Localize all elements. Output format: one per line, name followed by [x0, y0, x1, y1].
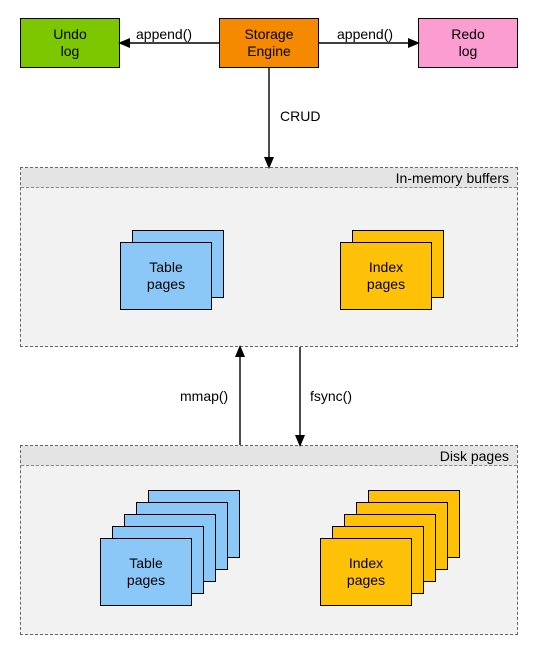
disk-title-bar: Disk pages [21, 446, 517, 466]
mem-index-pages-label: Indexpages [341, 259, 431, 293]
disk-title: Disk pages [440, 448, 509, 464]
edge-label-mmap: mmap() [180, 388, 228, 404]
in-memory-title-bar: In-memory buffers [21, 168, 517, 188]
disk-index-pages-label: Indexpages [321, 555, 411, 589]
disk-table-pages-label: Tablepages [101, 555, 191, 589]
mem-index-pages-card: Indexpages [340, 242, 432, 310]
disk-index-pages-card: Indexpages [320, 538, 412, 606]
undo-log-label: Undolog [53, 26, 86, 60]
storage-engine-box: StorageEngine [219, 18, 319, 68]
undo-log-box: Undolog [20, 18, 120, 68]
edge-label-crud: CRUD [280, 108, 320, 124]
edge-label-fsync: fsync() [310, 388, 352, 404]
redo-log-box: Redolog [418, 18, 518, 68]
storage-engine-label: StorageEngine [244, 26, 293, 60]
disk-table-pages-card: Tablepages [100, 538, 192, 606]
mem-table-pages-card: Tablepages [120, 242, 212, 310]
edge-label-append-left: append() [136, 26, 192, 42]
edge-label-append-right: append() [337, 26, 393, 42]
redo-log-label: Redolog [451, 26, 484, 60]
mem-table-pages-label: Tablepages [121, 259, 211, 293]
in-memory-title: In-memory buffers [396, 170, 509, 186]
